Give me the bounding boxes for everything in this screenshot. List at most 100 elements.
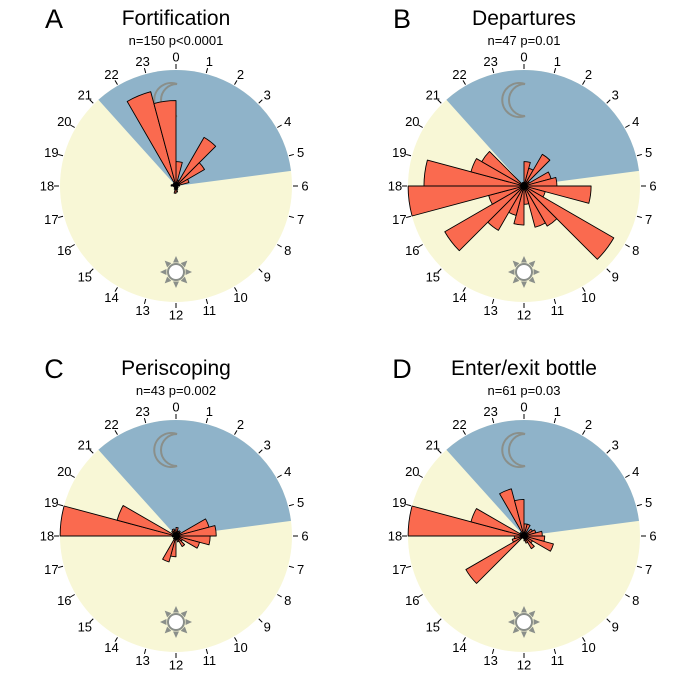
sun-icon <box>508 256 540 288</box>
sun-icon <box>508 606 540 638</box>
sun-icon <box>160 606 192 638</box>
hour-tick <box>288 503 294 507</box>
hour-tick <box>58 565 64 569</box>
hour-tick <box>288 153 294 157</box>
hour-label: 17 <box>392 212 406 227</box>
moon-icon <box>501 432 526 468</box>
hour-tick <box>89 268 94 273</box>
hour-tick <box>418 594 423 598</box>
sun-ray <box>185 269 192 275</box>
bar-hour-19 <box>470 158 525 187</box>
sun-disc <box>515 613 533 631</box>
hour-label: 18 <box>388 529 402 544</box>
sun-ray <box>173 256 179 263</box>
hour-label: 13 <box>135 303 149 318</box>
hour-label: 19 <box>392 145 406 160</box>
bar-hour-2 <box>175 136 217 187</box>
hour-label: 15 <box>426 620 440 635</box>
hour-tick <box>277 594 282 598</box>
sun-disc <box>167 263 185 281</box>
moon-icon <box>153 432 178 468</box>
hour-label: 10 <box>581 290 595 305</box>
hour-tick <box>406 503 412 507</box>
hour-label: 3 <box>264 437 271 452</box>
bar-hour-9 <box>523 535 535 550</box>
hour-label: 10 <box>233 640 247 655</box>
sun-ray <box>533 619 540 625</box>
hour-tick <box>582 637 586 642</box>
sun-ray <box>521 281 527 288</box>
sun-ray <box>521 256 527 263</box>
hour-label: 23 <box>483 54 497 69</box>
hour-label: 21 <box>426 87 440 102</box>
hour-label: 19 <box>392 495 406 510</box>
hour-label: 4 <box>284 464 291 479</box>
hour-tick <box>462 287 466 292</box>
sun-ray <box>173 281 179 288</box>
bar-hour-15 <box>465 535 525 584</box>
bar-hour-8 <box>523 185 615 260</box>
hour-tick <box>636 565 642 569</box>
hour-label: 16 <box>57 243 71 258</box>
sun-ray <box>160 619 167 625</box>
bar-hour-13 <box>162 535 177 563</box>
sun-ray <box>164 626 172 634</box>
hour-label: 8 <box>632 593 639 608</box>
hour-label: 3 <box>612 437 619 452</box>
hour-label: 11 <box>551 303 565 318</box>
hour-label: 23 <box>135 54 149 69</box>
panel-title: Fortification <box>122 7 231 30</box>
bar-hour-16 <box>511 535 525 543</box>
hour-label: 15 <box>78 620 92 635</box>
panel-stats: n=43 p=0.002 <box>136 383 216 398</box>
hour-tick <box>114 430 118 435</box>
sun-ray <box>180 276 188 284</box>
sun-ray <box>180 260 188 268</box>
hour-tick <box>205 298 209 304</box>
hour-label: 2 <box>237 417 244 432</box>
sun-ray <box>512 260 520 268</box>
sun-ray <box>508 269 515 275</box>
hour-label: 9 <box>264 270 271 285</box>
hour-label: 9 <box>612 620 619 635</box>
hour-tick <box>437 268 442 273</box>
hour-label: 21 <box>426 437 440 452</box>
hour-tick <box>258 449 263 454</box>
sun-ray <box>180 626 188 634</box>
sun-disc <box>167 613 185 631</box>
hour-tick <box>437 618 442 623</box>
hour-tick <box>553 648 557 654</box>
bar-hour-23 <box>514 498 525 537</box>
sun-ray <box>160 269 167 275</box>
hour-tick <box>258 99 263 104</box>
panel-letter: A <box>45 4 63 34</box>
hour-tick <box>143 648 147 654</box>
hour-label: 0 <box>172 400 179 415</box>
hour-label: 22 <box>104 417 118 432</box>
hour-label: 8 <box>284 593 291 608</box>
hour-label: 20 <box>405 114 419 129</box>
hour-label: 7 <box>297 562 304 577</box>
night-region <box>446 420 640 536</box>
hour-label: 22 <box>104 67 118 82</box>
hour-label: 13 <box>135 653 149 668</box>
hour-label: 19 <box>44 145 58 160</box>
bar-hour-22 <box>126 91 177 187</box>
sun-ray <box>180 610 188 618</box>
hour-label: 13 <box>483 303 497 318</box>
hour-tick <box>406 215 412 219</box>
hour-label: 21 <box>78 87 92 102</box>
hour-tick <box>606 618 611 623</box>
hour-tick <box>491 298 495 304</box>
hour-tick <box>582 287 586 292</box>
hour-label: 1 <box>206 54 213 69</box>
hour-tick <box>114 80 118 85</box>
bar-hour-17 <box>407 185 525 217</box>
panel-letter: C <box>44 354 64 384</box>
hour-label: 2 <box>237 67 244 82</box>
hour-label: 5 <box>297 145 304 160</box>
hour-label: 16 <box>57 593 71 608</box>
panel-title: Periscoping <box>121 357 231 380</box>
hour-tick <box>258 618 263 623</box>
hour-label: 14 <box>104 640 118 655</box>
